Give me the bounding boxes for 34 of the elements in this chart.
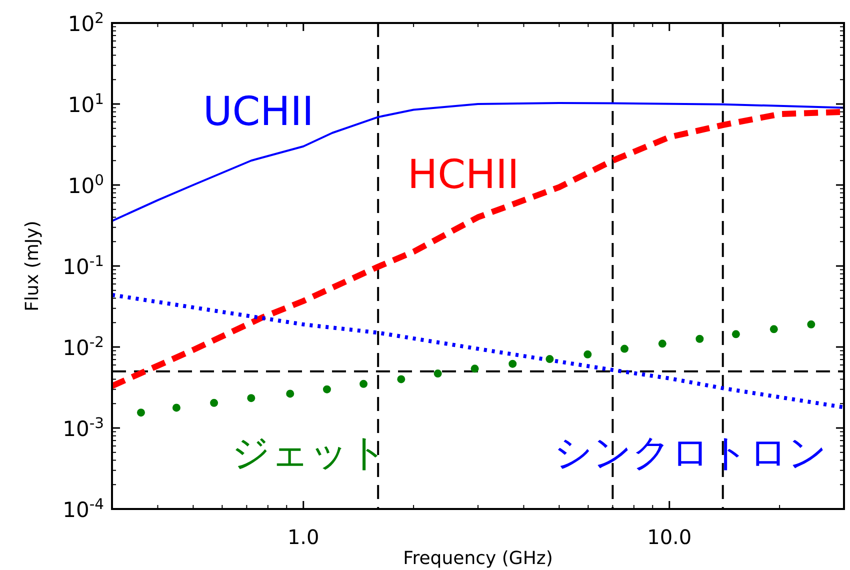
series-label: ジェット xyxy=(232,430,388,474)
point xyxy=(508,360,517,368)
y-tick-label: 10$^{2}$ xyxy=(68,10,104,36)
y-tick-label: 10$^{-1}$ xyxy=(62,252,104,279)
point xyxy=(397,375,406,384)
series-label: シンクロトロン xyxy=(554,430,827,474)
y-tick-label: 10$^{-3}$ xyxy=(62,414,104,441)
series-label: UCHII xyxy=(202,89,314,136)
y-tick-label: 10$^{1}$ xyxy=(68,90,104,117)
point xyxy=(360,380,368,388)
x-tick-label: 10.0 xyxy=(647,525,692,549)
point xyxy=(470,364,479,373)
y-tick-label: 10$^{0}$ xyxy=(68,172,104,198)
series-label: HCHII xyxy=(408,152,520,198)
point xyxy=(696,334,704,343)
point xyxy=(584,350,592,358)
point xyxy=(546,355,554,364)
point xyxy=(286,390,294,398)
point xyxy=(210,398,218,407)
point xyxy=(770,325,778,334)
point xyxy=(620,344,628,353)
point xyxy=(247,394,256,402)
point xyxy=(172,404,180,412)
point xyxy=(136,408,145,417)
point xyxy=(732,330,740,338)
x-axis-title: Frequency (GHz) xyxy=(403,548,553,569)
point xyxy=(807,320,816,328)
y-tick-label: 10$^{-2}$ xyxy=(62,334,104,360)
x-tick-label: 1.0 xyxy=(287,525,320,549)
y-axis-title: Flux (mJy) xyxy=(22,220,43,312)
point xyxy=(658,340,666,348)
point xyxy=(322,385,331,394)
y-tick-label: 10$^{-4}$ xyxy=(62,496,104,522)
point xyxy=(434,370,442,378)
